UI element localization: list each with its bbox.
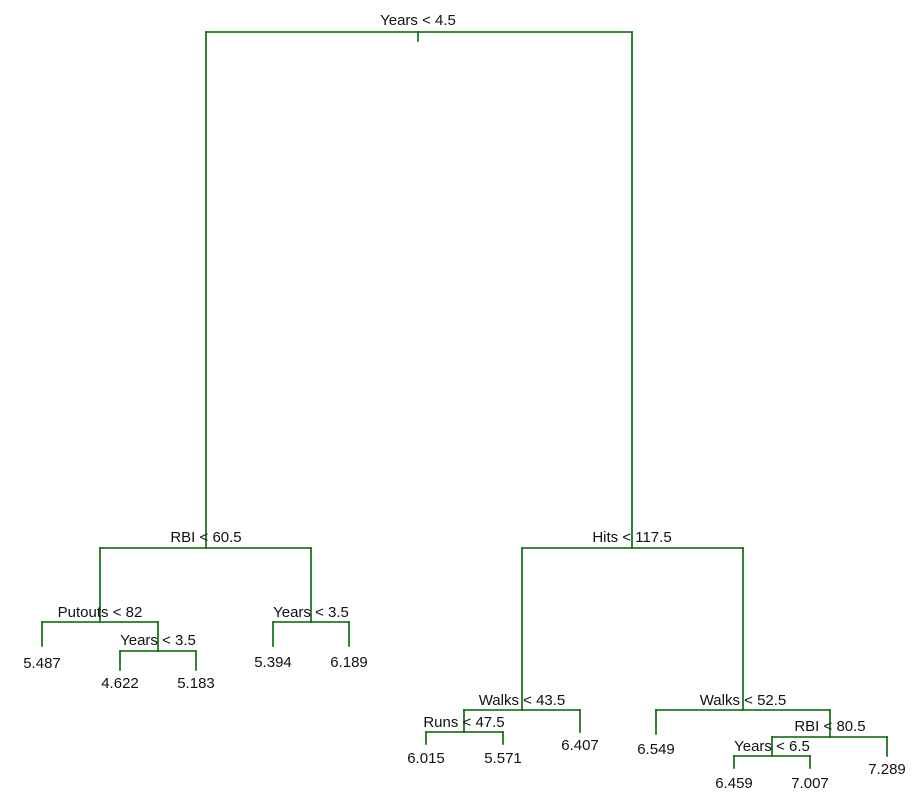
leaf-value: 6.549 [637, 741, 675, 758]
split-label-years-3-5-b: Years < 3.5 [273, 604, 349, 621]
leaf-value: 5.487 [23, 655, 61, 672]
split-label-rbi-60: RBI < 60.5 [170, 529, 241, 546]
leaf-values: 5.487 4.622 5.183 5.394 6.189 6.015 5.57… [23, 654, 906, 792]
split-label-walks-52: Walks < 52.5 [700, 692, 787, 709]
split-label-years-6-5: Years < 6.5 [734, 738, 810, 755]
leaf-value: 6.407 [561, 737, 599, 754]
split-label-walks-43: Walks < 43.5 [479, 692, 566, 709]
leaf-value: 7.007 [791, 775, 829, 792]
leaf-value: 6.189 [330, 654, 368, 671]
leaf-value: 7.289 [868, 761, 906, 778]
split-label-hits: Hits < 117.5 [592, 529, 671, 546]
leaf-value: 5.571 [484, 750, 522, 767]
leaf-value: 6.459 [715, 775, 753, 792]
leaf-value: 5.394 [254, 654, 292, 671]
split-label-runs: Runs < 47.5 [423, 714, 504, 731]
split-label-years-3-5-a: Years < 3.5 [120, 632, 196, 649]
leaf-value: 6.015 [407, 750, 445, 767]
leaf-value: 4.622 [101, 675, 139, 692]
split-label-root: Years < 4.5 [380, 12, 456, 29]
split-label-rbi-80: RBI < 80.5 [794, 718, 865, 735]
tree-branches [41, 31, 888, 769]
leaf-value: 5.183 [177, 675, 215, 692]
split-labels: Years < 4.5 RBI < 60.5 Hits < 117.5 Puto… [58, 12, 866, 755]
split-label-putouts: Putouts < 82 [58, 604, 143, 621]
